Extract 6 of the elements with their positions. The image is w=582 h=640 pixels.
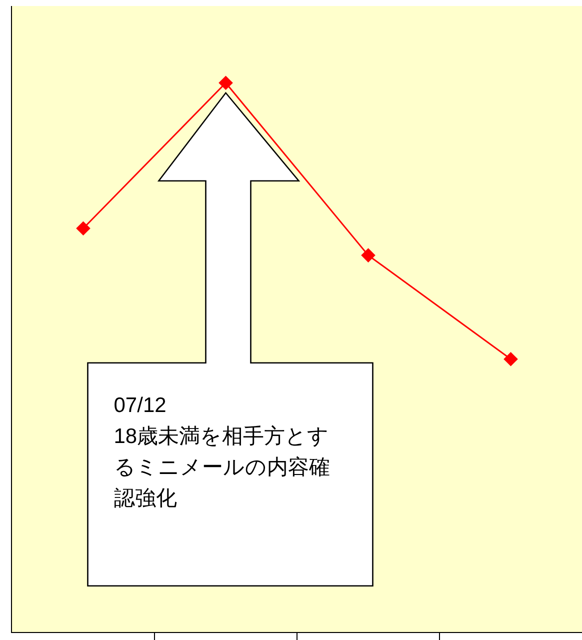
point — [218, 76, 233, 90]
annotation: 07/12 — [114, 392, 168, 419]
point — [361, 248, 376, 262]
point — [504, 352, 518, 366]
annotation: 18歳未満を相手方とするミニメールの内容確認強化 — [114, 424, 331, 512]
point — [76, 221, 90, 236]
